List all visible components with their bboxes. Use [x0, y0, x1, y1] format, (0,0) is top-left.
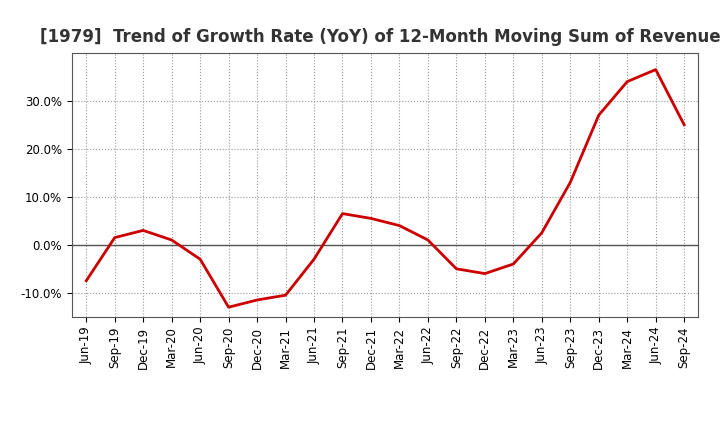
Title: [1979]  Trend of Growth Rate (YoY) of 12-Month Moving Sum of Revenues: [1979] Trend of Growth Rate (YoY) of 12-…: [40, 28, 720, 46]
